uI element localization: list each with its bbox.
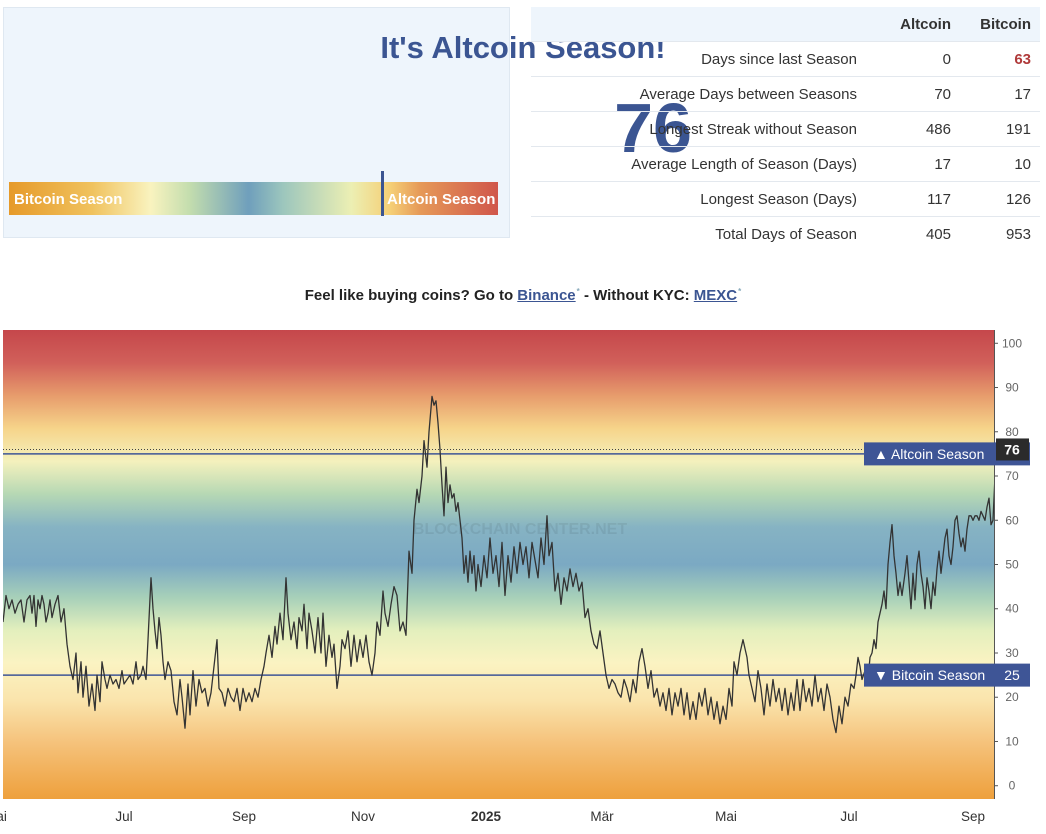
bitcoin-cell: 63 (957, 41, 1040, 77)
season-stats-table: Altcoin Bitcoin Days since last Season 0… (531, 7, 1040, 251)
altcoin-cell: 486 (865, 111, 957, 147)
x-tick-label: Jul (115, 809, 132, 824)
table-row: Average Length of Season (Days) 17 10 (531, 146, 1040, 182)
bitcoin-season-marker-label: ▼ Bitcoin Season (874, 667, 985, 683)
y-tick-label: 90 (1005, 381, 1019, 395)
table-row: Days since last Season 0 63 (531, 41, 1040, 77)
bitcoin-season-marker-box (864, 663, 1030, 687)
altcoin-season-marker-box (864, 442, 1030, 466)
bitcoin-season-marker-value: 25 (1004, 667, 1020, 683)
y-tick-label: 20 (1005, 690, 1019, 704)
mexc-link[interactable]: MEXC (693, 287, 738, 304)
index-series-line (3, 395, 994, 734)
bitcoin-cell: 191 (957, 111, 1040, 147)
x-tick-label: Sep (961, 809, 985, 824)
current-value-label: 76 (1004, 441, 1020, 457)
altcoin-season-index-chart: BLOCKCHAIN CENTER.NET 0 10 20 30 40 50 60 70 80 9… (0, 330, 1038, 824)
x-tick-label: Mai (715, 809, 737, 824)
y-tick-label: 10 (1005, 734, 1019, 748)
promo-line: Feel like buying coins? Go to Binance* -… (0, 287, 1046, 304)
altcoin-season-label: Altcoin Season (387, 191, 496, 208)
chart-watermark: BLOCKCHAIN CENTER.NET (413, 521, 627, 538)
x-tick-label: Sep (232, 809, 256, 824)
table-row: Longest Season (Days) 117 126 (531, 181, 1040, 217)
table-row: Longest Streak without Season 486 191 (531, 111, 1040, 147)
altcoin-cell: 70 (865, 76, 957, 112)
y-tick-label: 0 (1009, 779, 1016, 793)
y-tick-label: 30 (1005, 646, 1019, 660)
x-tick-label: Mär (590, 809, 614, 824)
binance-link-marker: * (576, 287, 580, 296)
table-row: Average Days between Seasons 70 17 (531, 76, 1040, 112)
plot-background (3, 330, 994, 799)
y-axis-panel (994, 330, 1038, 799)
y-axis-ticks: 0 10 20 30 40 50 60 70 80 90 100 (994, 336, 1022, 793)
y-tick-label: 100 (1002, 336, 1022, 350)
altcoin-season-marker-label: ▲ Altcoin Season (874, 446, 984, 462)
bitcoin-cell: 17 (957, 76, 1040, 112)
season-gradient-bar (9, 182, 498, 215)
bitcoin-season-label: Bitcoin Season (14, 191, 123, 208)
altcoin-cell: 17 (865, 146, 957, 182)
mexc-link-marker: * (738, 287, 742, 296)
x-axis-ticks: Mai Jul Sep Nov 2025 Mär Mai Jul Sep (0, 809, 985, 824)
y-tick-label: 80 (1005, 425, 1019, 439)
bitcoin-cell: 126 (957, 181, 1040, 217)
altcoin-cell: 117 (865, 181, 957, 217)
table-header-row: Altcoin Bitcoin (531, 7, 1040, 42)
header-bitcoin: Bitcoin (957, 7, 1040, 42)
row-label: Longest Season (Days) (531, 181, 865, 217)
x-tick-label: Nov (351, 809, 375, 824)
bitcoin-cell: 10 (957, 146, 1040, 182)
row-label: Average Days between Seasons (531, 76, 865, 112)
current-value-box (996, 438, 1029, 461)
y-tick-label: 50 (1005, 558, 1019, 572)
row-label: Total Days of Season (531, 216, 865, 251)
header-altcoin: Altcoin (865, 7, 957, 42)
binance-link[interactable]: Binance (517, 287, 576, 304)
altcoin-cell: 405 (865, 216, 957, 251)
altcoin-cell: 0 (865, 41, 957, 77)
table-row: Total Days of Season 405 953 (531, 216, 1040, 251)
promo-prefix: Feel like buying coins? Go to (304, 287, 514, 304)
bitcoin-cell: 953 (957, 216, 1040, 251)
y-tick-label: 60 (1005, 513, 1019, 527)
series-layer (3, 395, 994, 734)
x-tick-label: 2025 (471, 809, 502, 824)
promo-middle: - Without KYC: (583, 287, 690, 304)
row-label: Days since last Season (531, 41, 865, 77)
gauge-position-marker (381, 171, 384, 216)
y-tick-label: 70 (1005, 469, 1019, 483)
row-label: Longest Streak without Season (531, 111, 865, 147)
threshold-lines (3, 448, 994, 676)
row-label: Average Length of Season (Days) (531, 146, 865, 182)
y-tick-label: 40 (1005, 602, 1019, 616)
header-label (531, 7, 865, 42)
x-tick-label: Mai (0, 809, 7, 824)
x-tick-label: Jul (840, 809, 857, 824)
